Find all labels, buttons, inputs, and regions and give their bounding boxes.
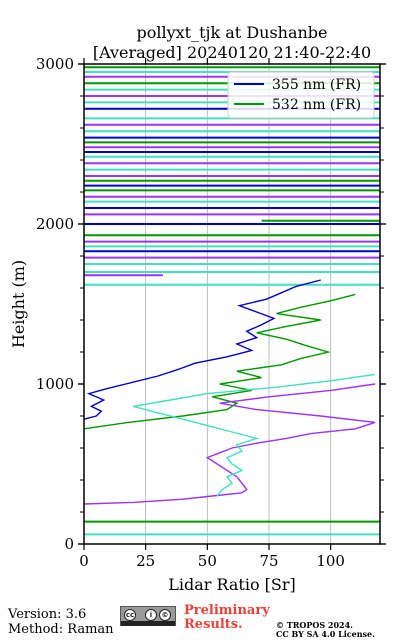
cc-by-sa-logo: cc i ©	[120, 606, 176, 626]
preliminary-label-line1: Preliminary	[184, 603, 270, 618]
chart-title-line1: pollyxt_tjk at Dushanbe	[136, 23, 327, 42]
series-layer	[83, 279, 376, 505]
y-tick-label-0: 0	[64, 535, 74, 553]
copyright-line2: CC BY SA 4.0 License.	[276, 629, 375, 639]
y-tick-label-2000: 2000	[36, 215, 74, 233]
copyright-line1: © TROPOS 2024.	[276, 620, 353, 630]
sa-icon: ©	[159, 609, 171, 621]
cc-icon: cc	[124, 609, 136, 621]
by-icon: i	[145, 609, 157, 621]
y-tick-label-3000: 3000	[36, 55, 74, 73]
x-tick-label-75: 75	[259, 552, 278, 570]
y-tick-label-1000: 1000	[36, 375, 74, 393]
legend-label-532: 532 nm (FR)	[272, 97, 361, 113]
segment-layer	[84, 66, 380, 536]
y-axis-label: Height (m)	[9, 260, 28, 348]
plot-background	[84, 64, 380, 544]
x-tick-label-0: 0	[79, 552, 89, 570]
x-tick-label-50: 50	[198, 552, 217, 570]
plot-frame	[83, 63, 381, 545]
grid-layer	[145, 64, 332, 544]
chart-title-line2: [Averaged] 20240120 21:40-22:40	[93, 43, 371, 62]
x-tick-label-100: 100	[316, 552, 345, 570]
version-label: Version: 3.6	[8, 607, 87, 622]
legend-label-355: 355 nm (FR)	[272, 77, 361, 93]
legend: 355 nm (FR) 532 nm (FR)	[227, 71, 375, 119]
series-line-2	[83, 383, 376, 505]
series-line-0	[83, 279, 321, 420]
series-line-3	[133, 373, 376, 497]
series-line-1	[83, 293, 356, 430]
x-tick-label-25: 25	[136, 552, 155, 570]
legend-box	[227, 71, 375, 119]
preliminary-label-line2: Results.	[184, 617, 243, 632]
method-label: Method: Raman	[8, 622, 114, 637]
x-axis-label: Lidar Ratio [Sr]	[168, 575, 296, 594]
